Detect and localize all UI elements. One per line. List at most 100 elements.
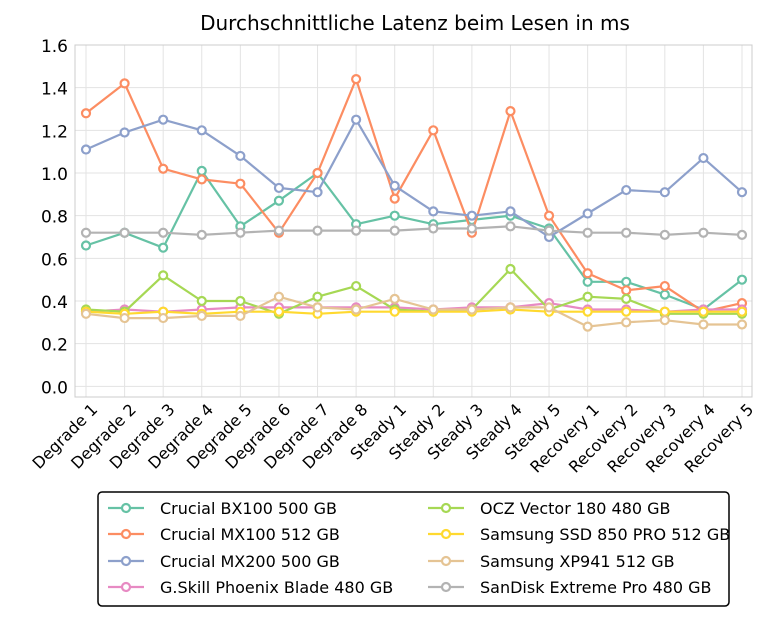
data-point <box>389 293 400 304</box>
data-point <box>582 227 593 238</box>
data-point <box>543 210 555 221</box>
data-point <box>505 221 516 232</box>
legend-label: G.Skill Phoenix Blade 480 GB <box>160 578 393 597</box>
legend-item: Crucial BX100 500 GB <box>108 499 337 518</box>
data-point <box>80 144 92 155</box>
data-point <box>235 150 246 162</box>
data-point <box>351 74 362 85</box>
data-point <box>80 240 92 251</box>
grid-lines <box>75 44 752 397</box>
data-point <box>312 225 323 236</box>
legend-item: OCZ Vector 180 480 GB <box>428 499 671 518</box>
data-point <box>273 291 285 302</box>
legend-swatch-marker <box>120 581 132 593</box>
data-point <box>312 291 323 302</box>
data-point <box>659 289 670 300</box>
legend-item: Crucial MX200 500 GB <box>108 552 340 571</box>
data-point <box>196 310 207 322</box>
data-point <box>543 302 555 313</box>
data-point <box>196 125 207 136</box>
legend-item: G.Skill Phoenix Blade 480 GB <box>108 578 393 597</box>
series-1 <box>80 74 748 317</box>
legend-label: Samsung XP941 512 GB <box>480 552 675 571</box>
data-point <box>158 227 169 238</box>
data-point <box>428 304 439 315</box>
data-point <box>659 315 670 326</box>
data-point <box>621 285 632 296</box>
data-point <box>389 225 400 236</box>
data-point <box>428 223 439 234</box>
legend-swatch-marker <box>440 528 452 540</box>
plot-area-frame <box>74 44 753 398</box>
data-point <box>505 206 516 217</box>
data-point <box>582 321 593 332</box>
data-point <box>351 225 362 236</box>
data-point <box>621 293 632 304</box>
series-line <box>85 118 743 239</box>
data-point <box>505 302 516 313</box>
data-point <box>351 280 362 292</box>
data-point <box>505 263 516 275</box>
data-point <box>736 187 748 198</box>
legend-label: Crucial BX100 500 GB <box>160 499 337 518</box>
series-line <box>85 308 742 315</box>
legend-swatch-marker <box>120 528 132 540</box>
data-point <box>698 227 709 238</box>
series-line <box>86 225 743 236</box>
series-7 <box>80 221 748 240</box>
data-point <box>736 274 748 285</box>
data-point <box>196 174 207 185</box>
data-point <box>273 182 285 194</box>
legend-item: SanDisk Extreme Pro 480 GB <box>428 578 711 597</box>
legend-item: Samsung SSD 850 PRO 512 GB <box>428 525 730 544</box>
y-tick-label: 0.6 <box>41 250 68 270</box>
data-point <box>621 317 632 328</box>
legend-swatch-marker <box>440 581 452 593</box>
series-line <box>85 302 742 313</box>
data-point <box>235 227 246 238</box>
data-point <box>273 306 285 317</box>
series-2 <box>80 114 748 243</box>
series-0 <box>80 165 748 315</box>
data-point <box>466 304 477 315</box>
data-point <box>505 106 516 117</box>
data-point <box>659 280 670 292</box>
y-tick-label: 1.6 <box>41 37 68 57</box>
legend-swatch-marker <box>120 555 132 567</box>
data-point <box>235 310 246 322</box>
data-point <box>659 306 670 317</box>
data-point <box>119 127 130 138</box>
data-point <box>582 291 593 302</box>
data-point <box>698 152 709 164</box>
data-point <box>80 108 92 119</box>
data-point <box>273 195 285 206</box>
data-point <box>119 227 130 238</box>
series-line <box>85 169 743 311</box>
y-tick-label: 1.2 <box>41 122 68 142</box>
y-tick-label: 0.4 <box>41 293 68 313</box>
y-tick-label: 1.4 <box>41 80 68 100</box>
data-point <box>582 276 593 287</box>
series-line <box>85 77 743 313</box>
data-point <box>119 312 130 324</box>
data-point <box>312 187 323 198</box>
data-point <box>736 306 748 317</box>
legend-label: Samsung SSD 850 PRO 512 GB <box>480 525 730 544</box>
series-lines <box>80 74 748 332</box>
data-point <box>621 227 632 238</box>
data-point <box>351 114 362 125</box>
data-point <box>659 229 670 240</box>
data-point <box>351 304 362 315</box>
series-6 <box>80 291 748 332</box>
legend-label: SanDisk Extreme Pro 480 GB <box>480 578 711 597</box>
legend-label: OCZ Vector 180 480 GB <box>480 499 671 518</box>
data-point <box>621 276 632 287</box>
data-point <box>428 125 439 136</box>
y-tick-label: 0.0 <box>41 378 68 398</box>
data-point <box>389 180 400 191</box>
data-point <box>196 229 207 240</box>
legend-swatch-marker <box>440 502 452 514</box>
